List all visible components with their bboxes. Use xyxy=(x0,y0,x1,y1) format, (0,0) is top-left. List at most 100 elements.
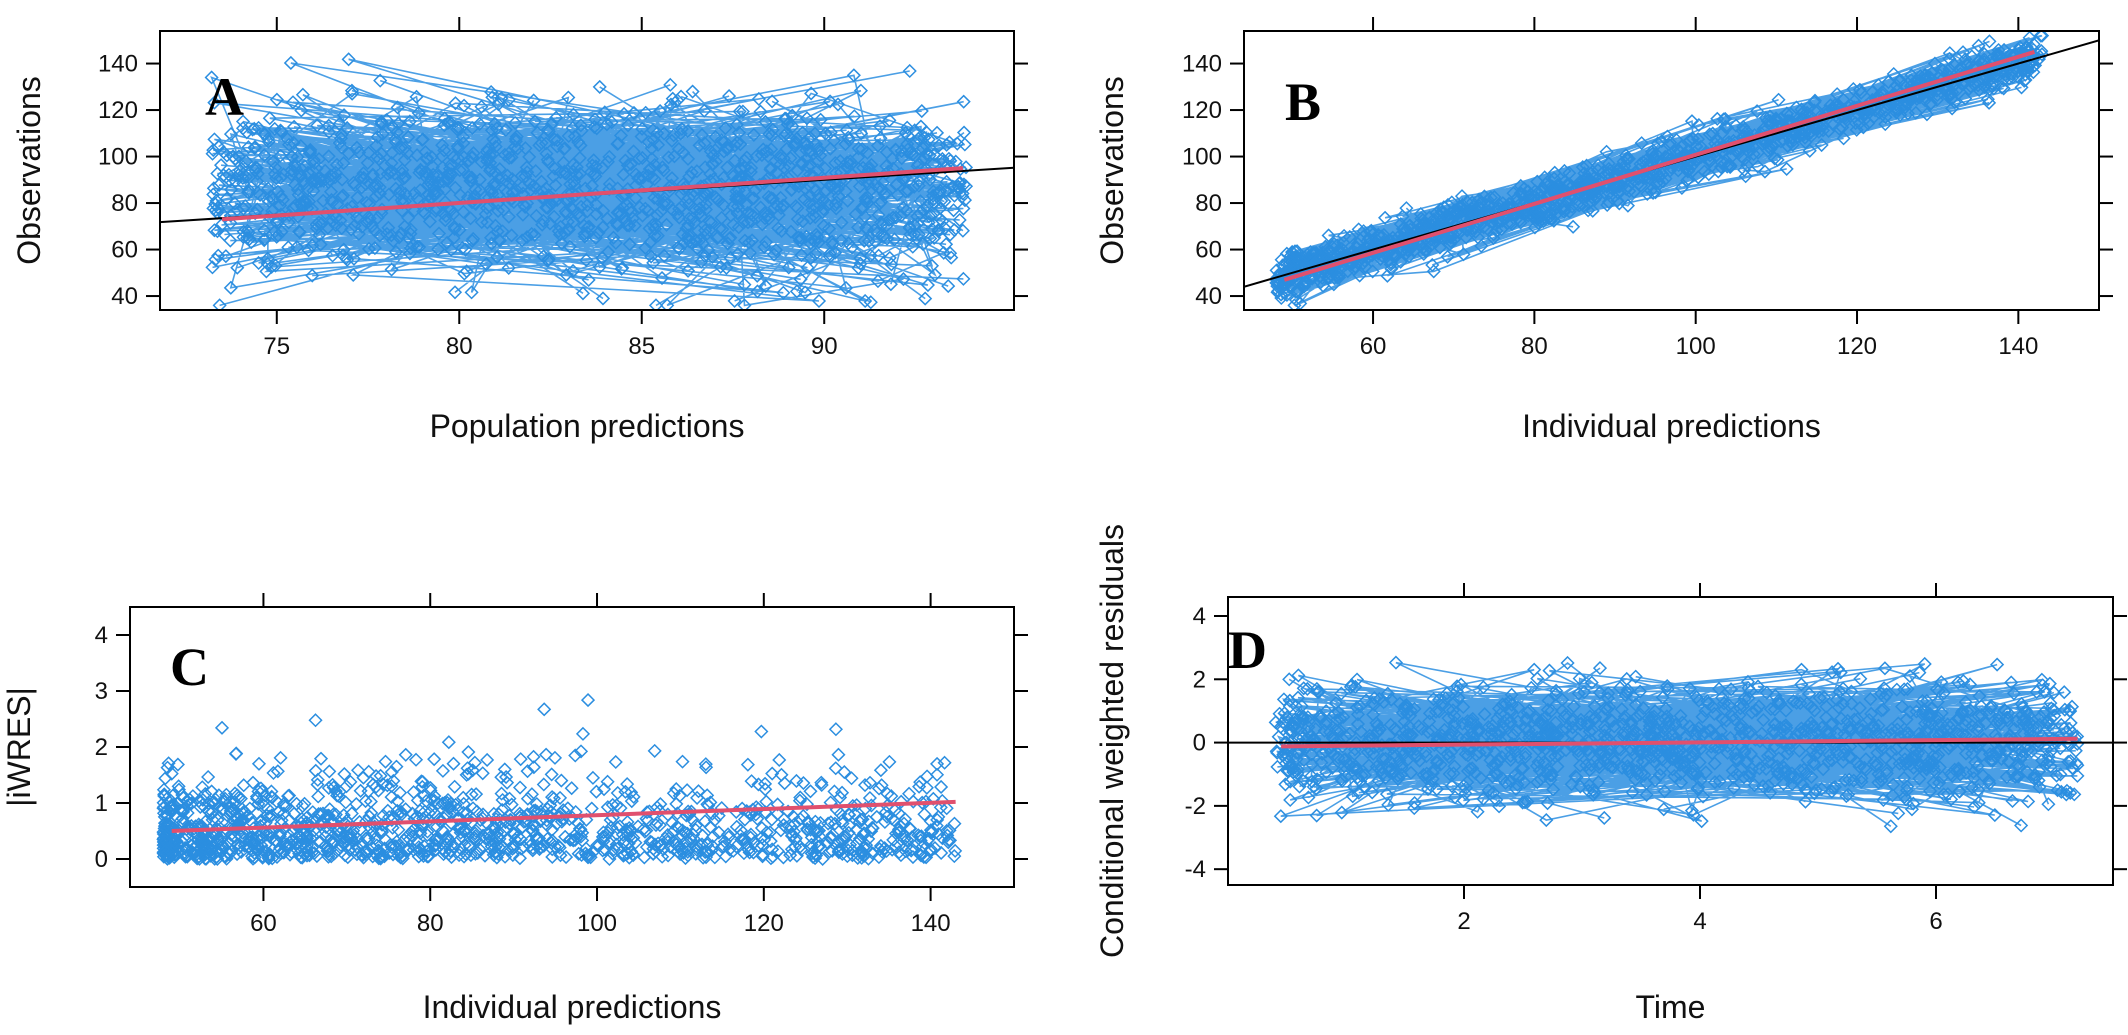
data-point xyxy=(214,720,230,735)
data-point xyxy=(267,121,282,136)
data-point xyxy=(934,845,949,861)
data-point xyxy=(947,188,962,203)
data-point xyxy=(472,172,487,187)
data-point xyxy=(1300,247,1315,262)
data-point xyxy=(711,193,726,208)
data-point xyxy=(916,849,931,865)
data-point xyxy=(320,220,335,235)
data-point xyxy=(818,183,834,198)
data-point xyxy=(657,195,672,210)
data-point xyxy=(340,201,355,216)
data-point xyxy=(1853,671,1868,686)
data-point xyxy=(744,160,759,176)
data-point xyxy=(1507,208,1522,223)
data-point xyxy=(251,255,266,271)
data-point xyxy=(363,794,378,809)
data-point xyxy=(180,805,195,821)
data-point xyxy=(948,843,963,858)
data-point xyxy=(509,129,524,144)
data-point xyxy=(403,222,418,237)
data-point xyxy=(238,199,253,214)
data-point xyxy=(857,778,873,793)
data-point xyxy=(587,166,602,181)
data-point xyxy=(274,224,289,239)
data-point xyxy=(225,819,240,834)
data-point xyxy=(1277,706,1292,721)
data-point xyxy=(939,174,954,189)
data-point xyxy=(456,98,472,113)
data-point xyxy=(753,200,768,215)
data-point xyxy=(610,136,625,151)
data-point xyxy=(384,778,399,793)
data-point xyxy=(353,783,368,798)
data-point xyxy=(168,847,183,862)
data-point xyxy=(1566,219,1581,234)
data-point xyxy=(369,189,384,204)
data-point xyxy=(732,189,747,205)
data-point xyxy=(1321,271,1336,286)
data-point xyxy=(665,91,680,106)
data-point xyxy=(196,836,211,851)
data-point xyxy=(463,211,478,226)
data-point xyxy=(1541,693,1556,708)
data-point xyxy=(719,140,735,155)
data-point xyxy=(480,752,495,768)
data-point xyxy=(859,222,875,237)
data-point xyxy=(664,133,679,148)
data-point xyxy=(568,804,583,820)
data-point xyxy=(419,170,434,185)
data-point xyxy=(1645,166,1661,182)
data-point xyxy=(456,790,471,805)
data-point xyxy=(1942,46,1957,61)
data-point xyxy=(1764,138,1779,153)
data-point xyxy=(608,235,623,250)
data-point xyxy=(1289,244,1305,259)
y-tick-label: 4 xyxy=(95,622,108,649)
x-tick-label: 75 xyxy=(263,333,290,360)
data-point xyxy=(1522,703,1537,718)
data-point xyxy=(452,822,467,837)
data-point xyxy=(875,175,891,190)
data-point xyxy=(1342,229,1357,244)
data-point xyxy=(705,249,720,264)
data-point xyxy=(1470,230,1486,245)
data-point xyxy=(723,208,738,223)
data-point xyxy=(559,267,574,282)
data-point xyxy=(339,779,354,794)
data-point xyxy=(257,148,272,163)
data-point xyxy=(849,822,864,837)
data-point xyxy=(1472,201,1487,216)
data-point xyxy=(750,811,765,826)
data-point xyxy=(1449,208,1464,223)
data-point xyxy=(828,245,843,260)
data-point xyxy=(1881,75,1896,90)
data-point xyxy=(430,833,445,848)
data-point xyxy=(450,122,465,137)
data-point xyxy=(674,199,689,214)
data-point xyxy=(493,826,508,841)
data-point xyxy=(1577,685,1592,700)
data-point xyxy=(620,158,635,173)
data-point xyxy=(776,198,792,213)
x-axis-title: Individual predictions xyxy=(1522,408,1821,444)
data-point xyxy=(364,218,380,234)
data-point xyxy=(1900,95,1916,111)
data-point xyxy=(452,163,467,178)
data-point xyxy=(1794,662,1809,677)
data-point xyxy=(320,843,335,858)
data-point xyxy=(384,228,399,243)
data-point xyxy=(173,803,188,818)
data-point xyxy=(301,243,316,258)
data-point xyxy=(1490,215,1505,230)
data-point xyxy=(670,820,686,835)
data-point xyxy=(635,208,650,223)
data-point xyxy=(800,821,815,836)
data-point xyxy=(1333,711,1348,726)
data-point xyxy=(561,128,576,144)
data-point xyxy=(793,272,808,287)
data-point xyxy=(1288,292,1304,308)
data-point xyxy=(331,823,346,838)
data-point xyxy=(384,164,399,179)
data-point xyxy=(1440,747,1455,762)
data-point xyxy=(1640,186,1655,201)
